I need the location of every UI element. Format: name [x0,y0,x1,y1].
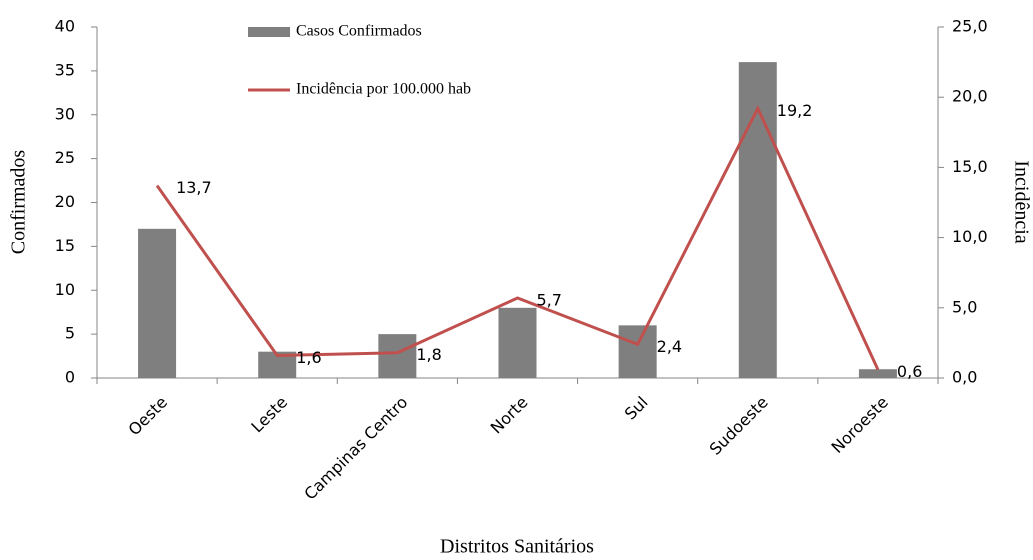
bar [138,228,177,378]
y2-tick-label: 20,0 [952,87,988,106]
legend-swatch [248,27,290,37]
y2-tick-label: 25,0 [952,17,988,36]
bar [378,334,417,378]
y-tick-label: 10 [55,280,75,299]
y2-tick-label: 5,0 [952,297,977,316]
y-tick-label: 15 [55,236,75,255]
value-label: 1,8 [416,345,441,364]
bar [618,325,657,378]
y-tick-label: 35 [55,60,75,79]
bar [498,307,537,378]
value-label: 0,6 [897,362,922,381]
y2-tick-label: 15,0 [952,157,988,176]
value-label: 19,2 [777,101,813,120]
value-label: 5,7 [537,290,562,309]
value-label: 2,4 [657,337,682,356]
y2-tick-label: 10,0 [952,227,988,246]
y-tick-label: 30 [55,104,75,123]
x-tick-label: Sul [621,393,652,424]
x-axis-title: Distritos Sanitários [440,536,594,558]
y-tick-label: 25 [55,148,75,167]
y-tick-label: 20 [55,192,75,211]
bar [738,62,777,378]
y2-tick-label: 0,0 [952,368,977,387]
line [155,104,880,371]
x-tick-label: Campinas Centro [300,393,411,504]
y-tick-label: 40 [55,17,75,36]
x-tick-label: Sudoeste [706,393,772,459]
value-label: 1,6 [296,348,321,367]
bar [858,369,897,378]
y-axis-title: Confirmados [8,150,30,255]
x-tick-label: Noroeste [828,393,892,457]
x-tick-label: Leste [247,393,291,437]
legend-label: Casos Confirmados [296,23,422,40]
x-tick-label: Oeste [124,393,171,440]
y-tick-label: 5 [65,324,75,343]
y-tick-label: 0 [65,368,75,387]
value-label: 13,7 [176,178,212,197]
y2-axis-title: Incidência [1010,160,1032,243]
legend-label: Incidência por 100.000 hab [296,81,471,98]
x-tick-label: Norte [487,393,532,438]
